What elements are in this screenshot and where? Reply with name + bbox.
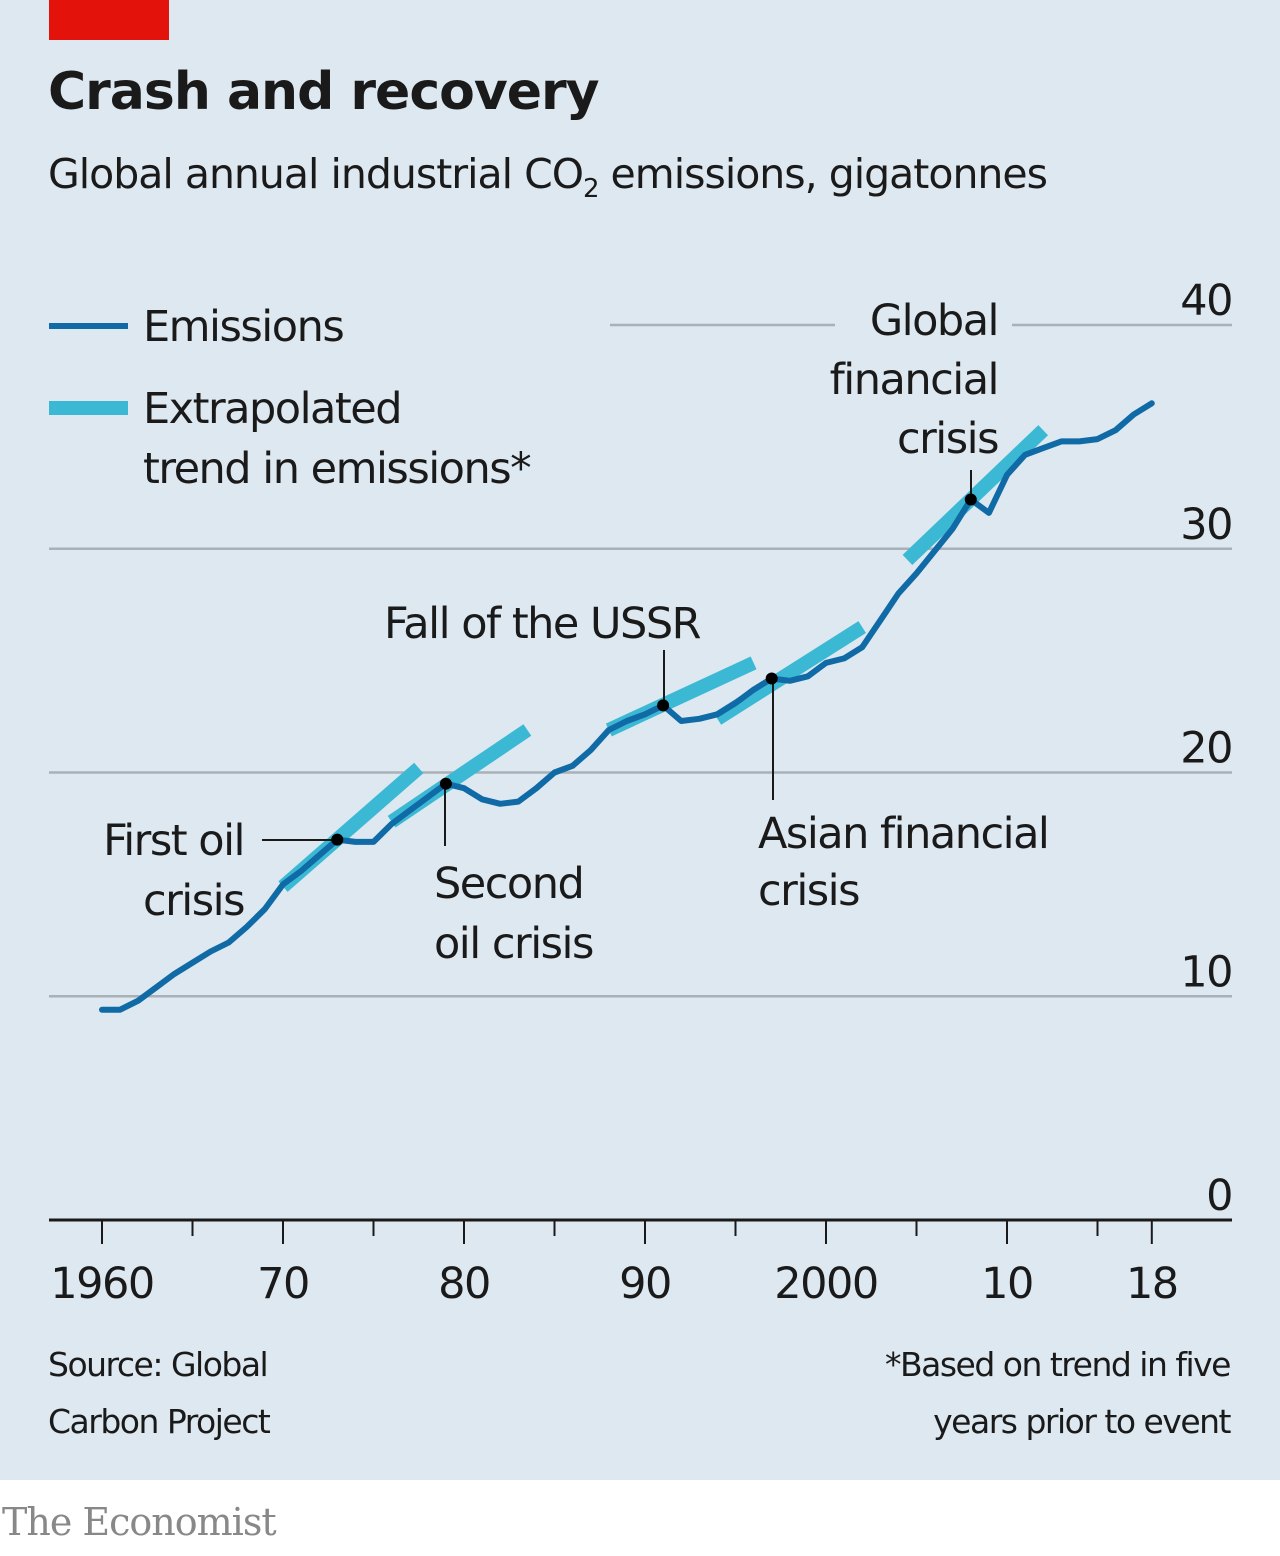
y-tick-label-30: 30 [1180, 500, 1232, 550]
first-oil-marker [331, 833, 344, 846]
footnote-line-2: years prior to event [933, 1402, 1231, 1441]
x-axis: 1960 70 80 90 2000 10 18 [49, 1218, 1232, 1309]
legend-label-trend-2: trend in emissions* [143, 444, 531, 494]
second-oil-marker [439, 777, 452, 790]
chart-title: Crash and recovery [48, 62, 600, 122]
y-tick-label-0: 0 [1206, 1171, 1232, 1221]
asian-label-1: Asian financial [758, 809, 1048, 859]
ussr-label: Fall of the USSR [384, 599, 701, 649]
x-tick-label: 1960 [50, 1259, 153, 1309]
trend-segment-3 [713, 621, 866, 725]
x-tick-label: 70 [257, 1259, 309, 1309]
subtitle-text-end: emissions, gigatonnes [598, 150, 1048, 198]
source-line-2: Carbon Project [48, 1402, 271, 1441]
asian-marker [765, 672, 778, 685]
x-tick-label: 10 [981, 1259, 1033, 1309]
trend-segment-4 [902, 425, 1049, 565]
chart-subtitle: Global annual industrial CO2 emissions, … [48, 150, 1048, 205]
legend-label-trend-1: Extrapolated [143, 384, 401, 434]
line-chart: 0 10 20 30 40 1960 70 80 90 2000 10 18 Emissions E… [49, 276, 1234, 1309]
global-label-1: Global [870, 296, 998, 346]
annotations: First oil crisis Second oil crisis Fall … [103, 296, 1050, 969]
global-label-3: crisis [897, 414, 998, 464]
source-line-1: Source: Global [48, 1345, 269, 1384]
ussr-marker [657, 699, 670, 712]
legend-label-emissions: Emissions [143, 302, 343, 352]
second-oil-label-2: oil crisis [434, 919, 593, 969]
emissions-line [99, 400, 1155, 1013]
y-tick-label-40: 40 [1180, 276, 1232, 326]
footnote-line-1: *Based on trend in five [884, 1345, 1232, 1384]
subtitle-text: Global annual industrial CO [48, 150, 584, 198]
global-marker [964, 493, 977, 506]
y-tick-label-20: 20 [1180, 724, 1232, 774]
first-oil-label-2: crisis [143, 876, 244, 926]
chart-panel [0, 0, 1280, 1480]
event-markers [331, 493, 977, 846]
x-tick-label: 90 [619, 1259, 671, 1309]
source-note: Source: Global Carbon Project [48, 1336, 271, 1450]
brand-red-bar [49, 0, 169, 40]
x-tick-label: 80 [438, 1259, 490, 1309]
asian-label-2: crisis [758, 866, 859, 916]
subtitle-subscript: 2 [582, 174, 600, 205]
y-tick-label-10: 10 [1180, 947, 1232, 997]
economist-logo: The Economist [2, 1500, 277, 1544]
gridlines [49, 323, 1232, 998]
footnote: *Based on trend in five years prior to e… [884, 1336, 1232, 1450]
x-tick-label: 18 [1126, 1259, 1178, 1309]
x-tick-label: 2000 [774, 1259, 877, 1309]
second-oil-label-1: Second [434, 859, 583, 909]
y-axis-labels: 0 10 20 30 40 [1180, 276, 1233, 1221]
first-oil-label-1: First oil [103, 816, 244, 866]
legend: Emissions Extrapolated trend in emission… [49, 302, 533, 494]
global-label-2: financial [830, 355, 998, 405]
